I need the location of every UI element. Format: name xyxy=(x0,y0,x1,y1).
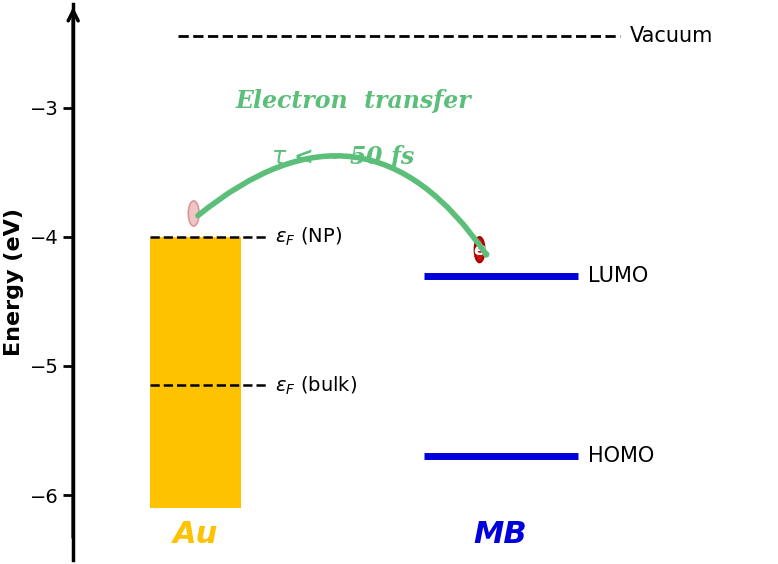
Y-axis label: Energy (eV): Energy (eV) xyxy=(4,208,24,356)
Text: $\varepsilon_F$ (bulk): $\varepsilon_F$ (bulk) xyxy=(275,374,357,396)
Text: MB: MB xyxy=(474,521,527,549)
Ellipse shape xyxy=(188,201,199,226)
Text: $\tau$ < ~ 50 fs: $\tau$ < ~ 50 fs xyxy=(271,143,415,171)
Text: Au: Au xyxy=(173,521,219,549)
Bar xyxy=(150,237,241,508)
Text: e: e xyxy=(474,241,485,259)
Text: $\varepsilon_F$ (NP): $\varepsilon_F$ (NP) xyxy=(275,226,342,248)
Ellipse shape xyxy=(475,237,485,262)
FancyArrowPatch shape xyxy=(198,156,486,255)
Text: LUMO: LUMO xyxy=(588,266,648,285)
Text: HOMO: HOMO xyxy=(588,447,654,466)
Text: Electron  transfer: Electron transfer xyxy=(236,89,471,113)
Text: Vacuum: Vacuum xyxy=(630,27,713,46)
